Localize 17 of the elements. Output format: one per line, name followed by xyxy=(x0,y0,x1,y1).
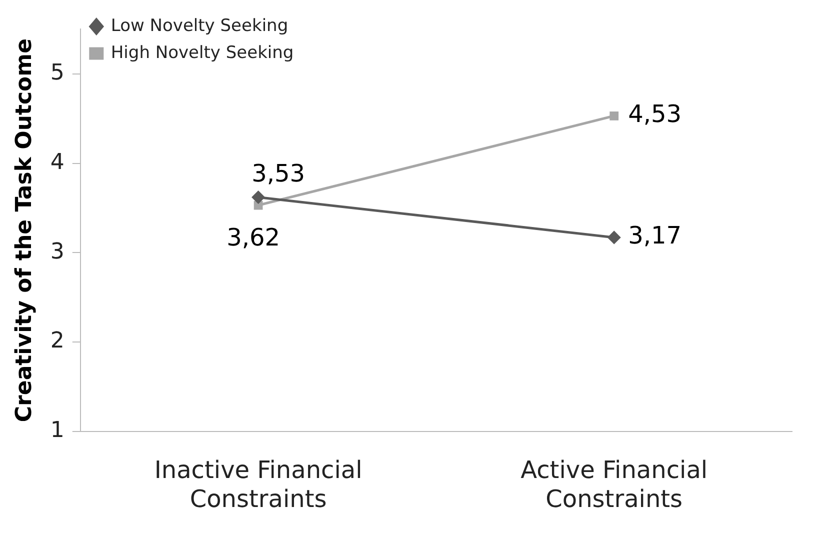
y-tick-label: 3 xyxy=(50,239,64,264)
y-tick-label: 1 xyxy=(50,418,64,444)
y-tick-label: 4 xyxy=(50,150,64,175)
y-tick-label: 5 xyxy=(50,60,64,86)
legend-label: Low Novelty Seeking xyxy=(110,16,288,36)
data-label: 3,53 xyxy=(252,160,306,188)
x-tick-label: Active Financial Constraints xyxy=(520,456,708,513)
data-label: 4,53 xyxy=(628,100,682,128)
point xyxy=(610,111,619,120)
y-axis-title: Creativity of the Task Outcome xyxy=(12,38,37,422)
point xyxy=(608,231,620,244)
point xyxy=(252,190,265,204)
y-tick-label: 2 xyxy=(50,328,64,354)
x-tick-label: Inactive Financial Constraints xyxy=(154,456,362,513)
data-label: 3,17 xyxy=(628,222,682,250)
data-label: 3,62 xyxy=(226,223,280,252)
legend-label: High Novelty Seeking xyxy=(110,42,294,63)
